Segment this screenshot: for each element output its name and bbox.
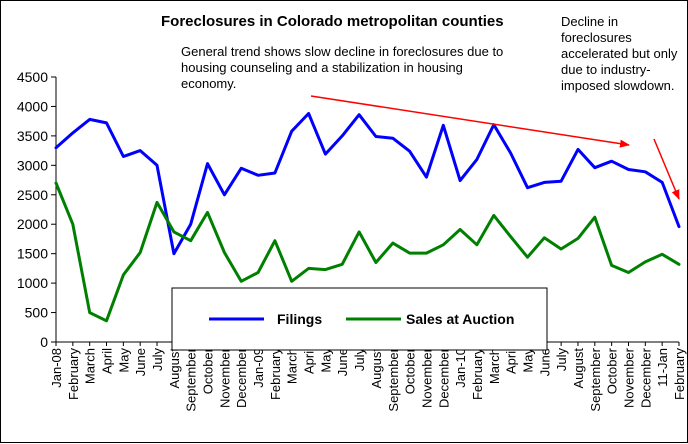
x-tick-label: July	[554, 348, 569, 372]
x-tick-label: October	[201, 347, 216, 394]
y-tick-label: 1500	[17, 246, 48, 262]
x-tick-label: November	[217, 347, 232, 408]
y-tick-label: 4500	[17, 69, 48, 85]
legend-label-filings: Filings	[277, 311, 322, 327]
x-tick-label: May	[318, 348, 333, 373]
x-tick-label: March	[487, 348, 502, 384]
x-tick-label: June	[335, 348, 350, 376]
annotation-general-trend: General trend shows slow decline in fore…	[181, 44, 504, 91]
chart-title: Foreclosures in Colorado metropolitan co…	[161, 13, 504, 30]
x-axis: Jan-08 February March April May June July Augus…	[49, 341, 687, 412]
x-tick-label: December	[436, 347, 451, 408]
x-tick-label: September	[386, 347, 401, 411]
x-tick-label: August	[167, 348, 182, 389]
y-tick-label: 500	[25, 305, 49, 321]
x-tick-label: Jan-10	[453, 348, 468, 388]
x-tick-label: December	[234, 347, 249, 408]
x-tick-label: February	[672, 348, 687, 401]
x-tick-label: April	[504, 348, 519, 374]
x-tick-label: July	[150, 348, 165, 372]
x-tick-label: July	[352, 348, 367, 372]
y-tick-label: 3000	[17, 157, 48, 173]
y-tick-label: 4000	[17, 98, 48, 114]
x-tick-label: May	[116, 348, 131, 373]
x-tick-label: April	[100, 348, 115, 374]
x-tick-label: March	[83, 348, 98, 384]
x-tick-label: October	[605, 347, 620, 394]
x-tick-label: September	[588, 347, 603, 411]
x-tick-label: December	[638, 347, 653, 408]
x-tick-label: 11-Jan	[655, 348, 670, 387]
y-tick-label: 3500	[17, 128, 48, 144]
x-tick-label: February	[268, 348, 283, 401]
series-line-filings	[54, 112, 681, 256]
y-tick-label: 2000	[17, 216, 48, 232]
x-tick-label: February	[470, 348, 485, 401]
x-tick-label: May	[520, 348, 535, 373]
trend-arrow-general	[310, 95, 630, 148]
x-tick-label: February	[66, 348, 81, 401]
x-tick-label: September	[184, 347, 199, 411]
annotation-accelerated-decline: Decline in foreclosures accelerated but …	[561, 14, 678, 93]
series-line-sales-at-auction	[54, 181, 681, 323]
y-tick-label: 0	[40, 334, 48, 350]
x-tick-label: Jan-09	[251, 348, 266, 388]
x-tick-label: April	[302, 348, 317, 374]
y-tick-label: 2500	[17, 187, 48, 203]
series-lines	[54, 112, 681, 323]
legend-label-sales-at-auction: Sales at Auction	[406, 311, 514, 327]
y-axis: 0 500 1000 1500 2000 2500 3000 3500 4000 4500	[17, 69, 57, 350]
x-tick-label: March	[285, 348, 300, 384]
x-tick-label: August	[571, 348, 586, 389]
x-tick-label: November	[621, 347, 636, 408]
x-tick-label: August	[369, 348, 384, 389]
legend: Filings Sales at Auction	[171, 287, 548, 351]
x-tick-label: October	[403, 347, 418, 394]
x-tick-label: June	[537, 348, 552, 376]
trend-arrow-accelerated	[653, 138, 680, 200]
x-tick-label: November	[419, 347, 434, 408]
x-tick-label: June	[133, 348, 148, 376]
x-tick-label: Jan-08	[49, 348, 64, 388]
y-tick-label: 1000	[17, 275, 48, 291]
